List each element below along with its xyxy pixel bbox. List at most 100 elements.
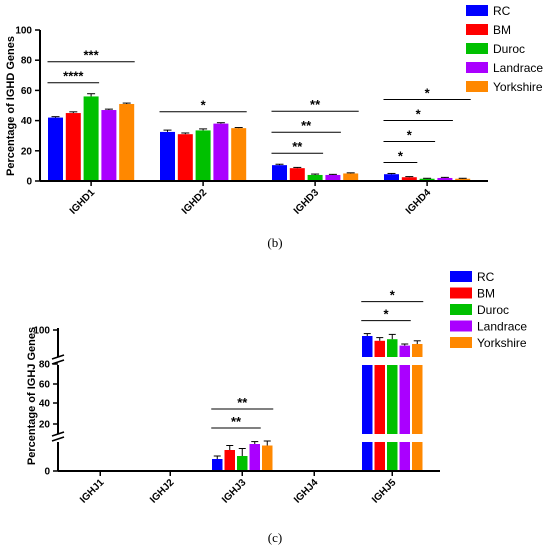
panel-c-significance-label: ** xyxy=(237,395,248,410)
panel-b-legend-label: Duroc xyxy=(493,42,525,56)
panel-b-legend-label: Landrace xyxy=(493,61,543,75)
panel-b-bar-rc-ighd2 xyxy=(160,131,175,181)
panel-c-y-tick-label: 80 xyxy=(39,360,51,371)
panel-b-significance: ****************** xyxy=(47,48,471,163)
panel-c-y-axis-label: Percentage of IGHJ Genes xyxy=(26,327,38,465)
panel-c-x-tick-label: IGHJ4 xyxy=(292,477,321,506)
panel-b-bar-duroc-ighd2 xyxy=(195,130,211,181)
panel-c-bar-duroc-ighj3 xyxy=(237,456,248,471)
panel-c-x-tick-label: IGHJ2 xyxy=(148,477,177,506)
panel-c-legend-swatch-rc xyxy=(450,271,472,282)
panel-c-x-tick-label: IGHJ1 xyxy=(78,477,107,506)
panel-b-bars xyxy=(48,93,471,181)
panel-c-y-tick-label: 20 xyxy=(39,420,51,431)
panel-c-bar-duroc-ighj5 xyxy=(387,339,398,357)
panel-c-bar-bm-ighj3 xyxy=(224,450,235,471)
panel-c-legend-label: RC xyxy=(477,270,495,284)
panel-b-bar-landrace-ighd3 xyxy=(325,174,341,181)
panel-b-bar-landrace-ighd2 xyxy=(213,123,229,181)
panel-c-bar-yorkshire-ighj5 xyxy=(412,344,423,357)
panel-b-bar-yorkshire-ighd4 xyxy=(455,178,471,181)
panel-c-bar-landrace-ighj5-mid xyxy=(399,365,410,434)
panel-b-y-tick-label: 20 xyxy=(21,146,33,157)
panel-b-significance-label: * xyxy=(407,127,413,142)
panel-b-legend-label: Yorkshire xyxy=(493,80,543,94)
panel-b-significance-label: ** xyxy=(301,118,312,133)
panel-b-y-tick-label: 100 xyxy=(15,26,32,37)
panel-b-legend-swatch-rc xyxy=(466,5,488,16)
panel-b-bar-duroc-ighd4 xyxy=(419,178,435,181)
panel-b-bar-landrace-ighd1 xyxy=(101,110,117,181)
panel-b-legend-label: RC xyxy=(493,4,511,18)
panel-b-bar-bm-ighd2 xyxy=(177,134,193,181)
panel-c-significance: ****** xyxy=(211,288,424,429)
panel-b-bar-duroc-ighd1 xyxy=(83,96,99,181)
panel-b-bar-yorkshire-ighd1 xyxy=(119,103,135,181)
panel-b-bar-rc-ighd4 xyxy=(384,174,399,181)
panel-b-legend-swatch-yorkshire xyxy=(466,81,488,92)
panel-b-significance-label: * xyxy=(201,98,207,113)
panel-b-significance-label: *** xyxy=(84,48,100,63)
panel-b-significance-label: **** xyxy=(63,69,84,84)
panel-c-bar-landrace-ighj5-low xyxy=(399,442,410,471)
panel-c-y-tick-label: 100 xyxy=(33,326,50,337)
panel-b-legend: RC BM Duroc Landrace Yorkshire xyxy=(466,4,543,94)
panel-c-legend-swatch-yorkshire xyxy=(450,337,472,348)
panel-c-x-categories: IGHJ1 IGHJ2 IGHJ3 IGHJ4 IGHJ5 xyxy=(78,471,399,506)
panel-c-bar-landrace-ighj3 xyxy=(249,444,260,471)
panel-b-bar-rc-ighd3 xyxy=(272,165,287,181)
panel-c-bar-yorkshire-ighj3 xyxy=(262,445,273,471)
panel-b-bar-duroc-ighd3 xyxy=(307,174,323,181)
panel-c-label: (c) xyxy=(268,530,282,545)
panel-b-x-tick-label: IGHD3 xyxy=(292,187,322,217)
panel-b-y-tick-label: 40 xyxy=(21,116,33,127)
panel-c-bar-duroc-ighj5-mid xyxy=(387,365,398,434)
panel-b-significance-label: ** xyxy=(310,97,321,112)
panel-c-bar-landrace-ighj5 xyxy=(399,345,410,357)
panel-c-bar-bm-ighj5 xyxy=(374,340,385,357)
panel-c-bar-rc-ighj5-low xyxy=(362,442,373,471)
panel-c-x-tick-label: IGHJ3 xyxy=(220,477,249,506)
panel-c-legend-swatch-duroc xyxy=(450,304,472,315)
panel-b-x-categories: IGHD1 IGHD2 IGHD3 IGHD4 xyxy=(68,181,434,217)
panel-b-x-tick-label: IGHD4 xyxy=(404,187,434,217)
panel-c-significance-label: ** xyxy=(231,414,242,429)
panel-c-legend-swatch-landrace xyxy=(450,320,472,332)
panel-c-bars xyxy=(212,333,423,471)
panel-c-legend-swatch-bm xyxy=(450,287,472,299)
panel-b-bar-yorkshire-ighd2 xyxy=(231,128,247,181)
panel-c-y-axis xyxy=(51,328,65,471)
panel-c-y-tick-label: 40 xyxy=(39,399,51,410)
panel-b-significance-label: ** xyxy=(292,139,303,154)
panel-b-legend-swatch-landrace xyxy=(466,62,488,73)
panel-b-significance-label: * xyxy=(398,148,404,163)
panel-b-y-tick-label: 0 xyxy=(26,177,32,188)
panel-b-bar-rc-ighd1 xyxy=(48,117,63,181)
panel-c-y-tick-label: 0 xyxy=(44,467,50,478)
panel-c-bar-rc-ighj3 xyxy=(212,459,223,471)
panel-c-bar-yorkshire-ighj5-low xyxy=(412,442,423,471)
panel-b-bar-bm-ighd1 xyxy=(65,113,81,181)
panel-b-y-axis-label: Percentage of IGHD Genes xyxy=(5,36,17,176)
panel-b-legend-label: BM xyxy=(493,23,511,37)
panel-b-y-ticks: 0 20 40 60 80 100 xyxy=(15,26,40,188)
panel-b-significance-label: * xyxy=(425,85,431,100)
panel-c-significance-label: * xyxy=(390,288,396,303)
panel-b-bar-bm-ighd4 xyxy=(401,177,417,181)
panel-c-bar-duroc-ighj5-low xyxy=(387,442,398,471)
panel-b-significance-label: * xyxy=(416,106,422,121)
panel-b-bar-landrace-ighd4 xyxy=(437,177,453,181)
panel-c-y-tick-label: 60 xyxy=(39,380,51,391)
panel-c-significance-label: * xyxy=(383,307,389,322)
panel-c-legend: RC BM Duroc Landrace Yorkshire xyxy=(450,270,527,350)
panel-b-y-tick-label: 80 xyxy=(21,56,33,67)
panel-c-bar-bm-ighj5-low xyxy=(374,442,385,471)
panel-c-bar-yorkshire-ighj5-mid xyxy=(412,365,423,434)
panel-c-legend-label: Yorkshire xyxy=(477,336,527,350)
panel-c-bar-rc-ighj5 xyxy=(362,336,373,357)
panel-c-bar-bm-ighj5-mid xyxy=(374,365,385,434)
panel-b-legend-swatch-duroc xyxy=(466,43,488,54)
